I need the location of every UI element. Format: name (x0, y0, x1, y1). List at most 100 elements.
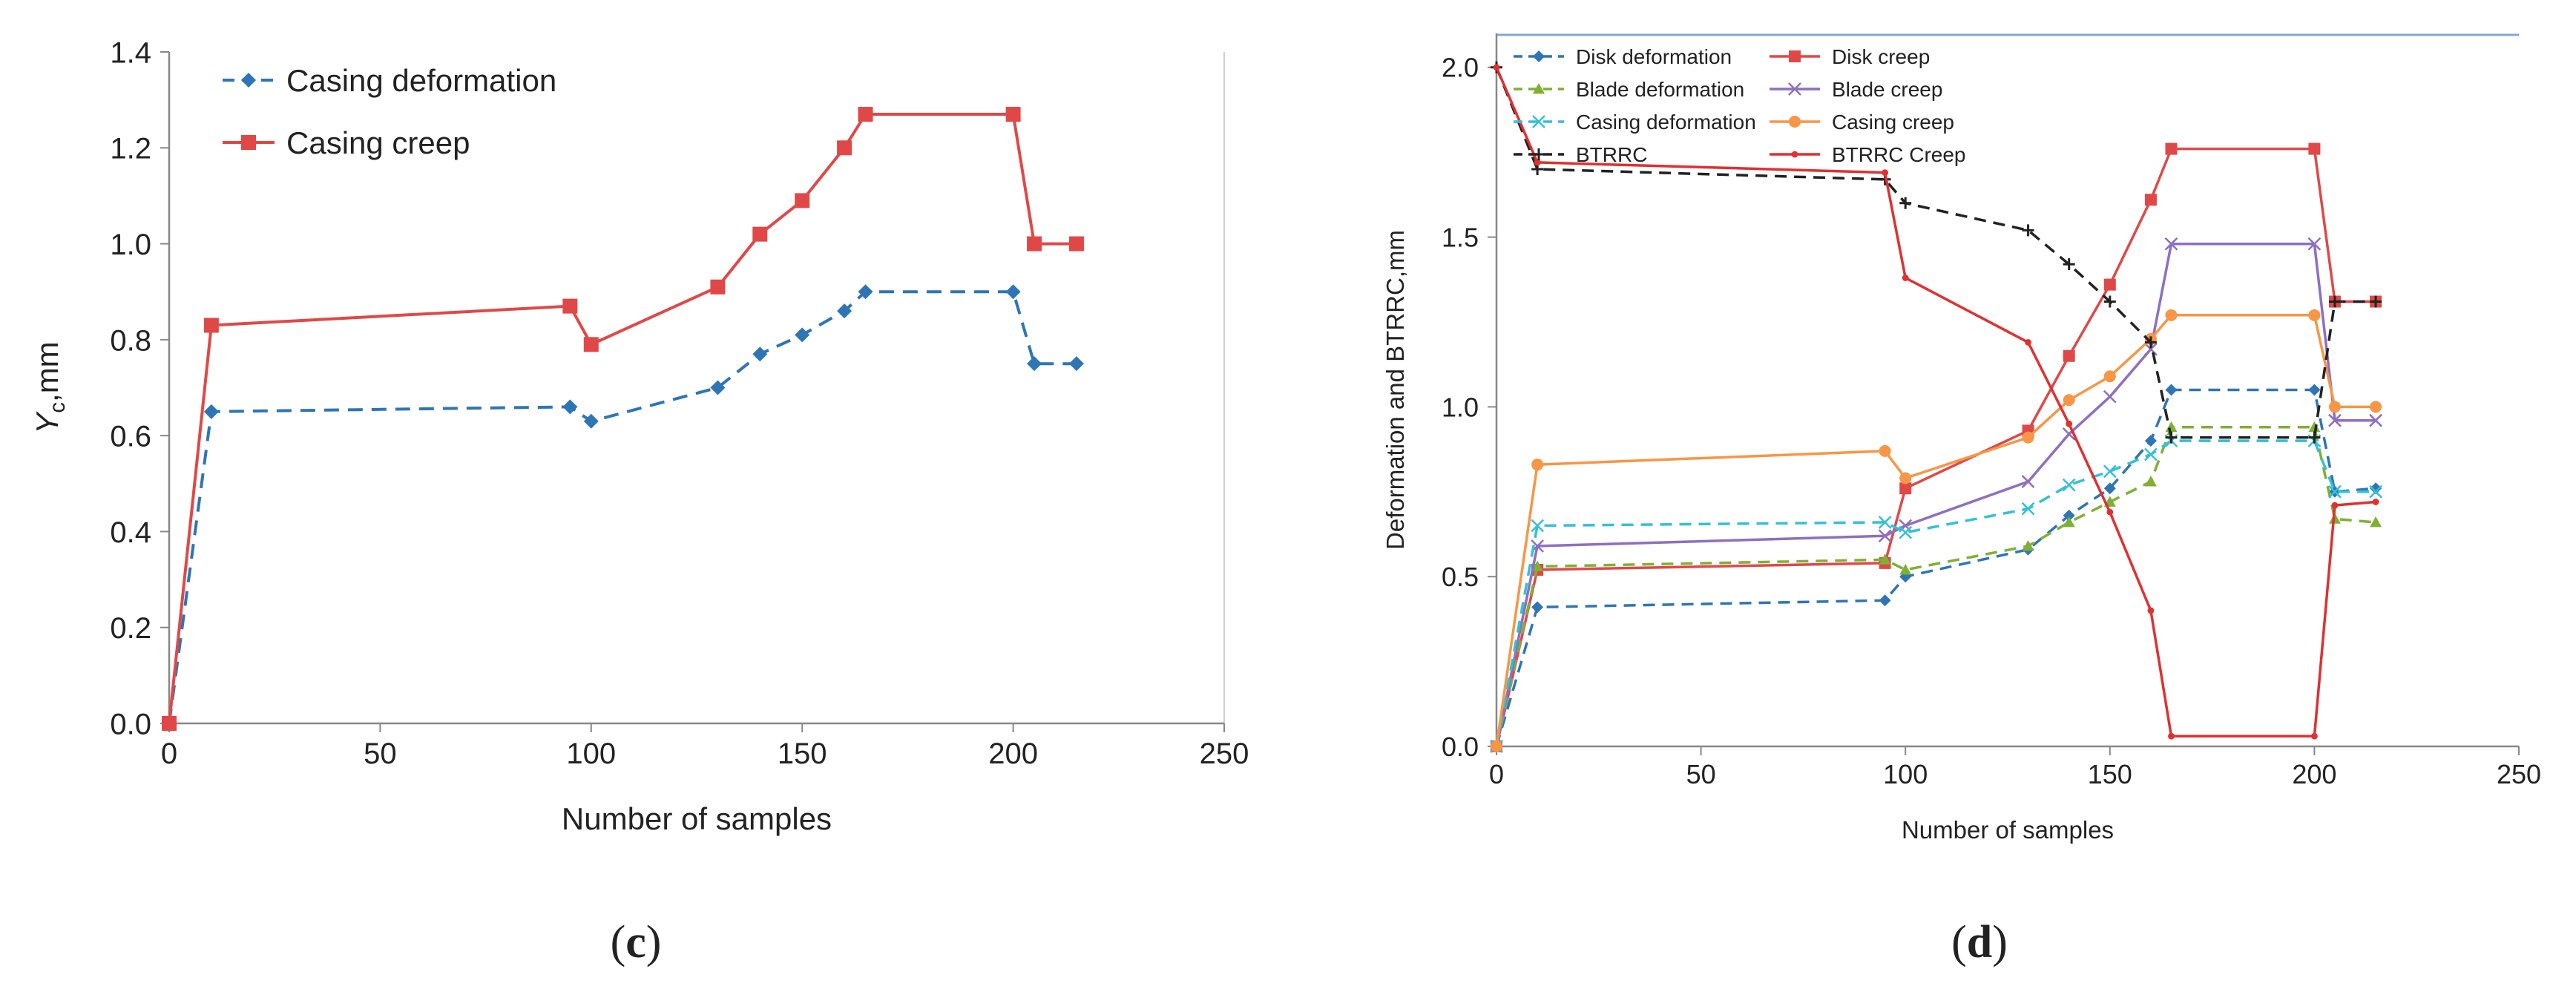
data-point-disk-deformation (2370, 482, 2382, 495)
data-point-casing-creep (1005, 107, 1021, 122)
legend-label-casing-deformation: Casing deformation (286, 63, 556, 98)
y-tick-label: 1.4 (110, 36, 151, 69)
data-point-casing-deformation (2103, 464, 2117, 479)
data-point-blade-creep (2307, 237, 2322, 251)
legend-label-casing-deformation: Casing deformation (1576, 111, 1756, 134)
data-point-casing-creep (2328, 401, 2341, 413)
data-point-casing-deformation (710, 380, 726, 395)
data-point-disk-deformation (2308, 384, 2321, 396)
data-point-disk-creep (2144, 194, 2157, 206)
data-point-casing-creep (562, 298, 578, 314)
series-line-btrrc (1495, 67, 2376, 439)
x-tick-label: 200 (988, 737, 1038, 770)
data-point-casing-deformation (562, 399, 578, 415)
legend-marker-casing-creep (241, 135, 256, 150)
data-point-blade-deformation (2370, 516, 2382, 528)
data-point-blade-deformation (2063, 516, 2075, 528)
data-point-casing-creep (1899, 472, 1912, 484)
series-btrrc-creep (1493, 64, 2379, 740)
legend: Casing deformation Casing creep (223, 63, 556, 160)
data-point-casing-deformation (2144, 447, 2158, 461)
data-point-btrrc-creep (1902, 275, 1909, 281)
data-point-blade-deformation (1879, 553, 1891, 565)
legend-marker-btrrc (1533, 148, 1545, 160)
data-point-casing-deformation (583, 413, 599, 429)
data-point-btrrc (2103, 295, 2116, 308)
data-point-casing-deformation (2328, 484, 2342, 499)
data-point-casing-creep (752, 226, 768, 242)
data-point-disk-deformation (2165, 384, 2178, 396)
y-axis-label: Deformation and BTRRC,mm (1381, 230, 1409, 550)
y-tick-label: 1.5 (1442, 223, 1479, 253)
data-point-btrrc (2308, 431, 2321, 444)
legend-marker-blade-deformation (1533, 83, 1545, 94)
data-point-btrrc-creep (1534, 159, 1541, 166)
legend-marker-disk-deformation (1533, 50, 1545, 62)
data-point-casing-deformation (203, 404, 219, 419)
data-point-casing-deformation (1005, 284, 1021, 300)
data-point-casing-creep (795, 193, 810, 208)
x-tick-label: 200 (2292, 759, 2336, 789)
data-point-casing-deformation (837, 303, 852, 319)
y-tick-label: 0.8 (110, 324, 151, 357)
series-line-casing-deformation (168, 290, 1077, 724)
x-tick-label: 100 (1883, 759, 1928, 789)
chart-d: 0 50 100 150 200 250 0.0 0.5 1.0 1.5 2.0 Number of … (1381, 33, 2541, 844)
y-tick-label: 0.4 (110, 516, 151, 549)
x-tick-label: 150 (778, 737, 827, 770)
data-point-blade-deformation (2308, 421, 2321, 433)
x-tick-label: 150 (2088, 759, 2132, 789)
series-line-blade-deformation (1495, 426, 2376, 747)
data-point-casing-creep (2022, 431, 2034, 444)
y-tick-label: 0.2 (110, 612, 151, 645)
data-point-btrrc-creep (2025, 339, 2031, 346)
x-tick-label: 250 (1200, 737, 1249, 770)
data-point-btrrc-creep (1493, 64, 1500, 71)
legend-marker-btrrc-creep (1791, 151, 1798, 158)
data-point-casing-creep (2308, 309, 2321, 321)
data-point-casing-deformation (1878, 516, 1892, 529)
series-btrrc (1491, 61, 2382, 444)
legend-marker-casing-deformation (1532, 115, 1545, 128)
y-axis-label-sub: c (45, 402, 70, 413)
data-point-btrrc-creep (1882, 169, 1889, 177)
legend-marker-casing-deformation (241, 73, 256, 88)
data-point-blade-creep (2369, 413, 2382, 427)
legend-label-btrrc: BTRRC (1576, 143, 1647, 166)
data-point-casing-deformation (2369, 484, 2382, 499)
panel-label-d: (d) (1951, 917, 2008, 967)
data-point-disk-creep (1899, 482, 1912, 495)
data-point-btrrc (1899, 197, 1912, 209)
series-casing-creep (1491, 309, 2382, 752)
data-point-disk-creep (2103, 278, 2116, 291)
legend-label-blade-deformation: Blade deformation (1576, 78, 1744, 101)
data-point-btrrc (2022, 224, 2034, 237)
data-point-blade-deformation (1899, 564, 1912, 575)
data-point-btrrc (2328, 295, 2341, 308)
data-point-btrrc-creep (2311, 732, 2318, 740)
data-point-casing-creep (1027, 236, 1042, 252)
data-point-blade-creep (2328, 413, 2342, 427)
data-point-casing-deformation (752, 346, 768, 362)
data-point-casing-creep (2103, 370, 2116, 383)
data-point-disk-deformation (2144, 435, 2157, 447)
data-point-blade-deformation (1531, 560, 1544, 571)
y-tick-label: 0.6 (110, 421, 151, 453)
chart-c: 0 50 100 150 200 250 0.0 0.2 0.4 0.6 0.8 1.0 1.2 1.4 N… (30, 36, 1249, 836)
data-point-disk-deformation (2063, 509, 2075, 522)
data-point-casing-creep (1531, 459, 1544, 471)
y-tick-label: 0.0 (110, 708, 151, 740)
series-disk-creep (1491, 142, 2382, 752)
x-tick-label: 50 (1686, 759, 1716, 789)
data-point-blade-creep (2144, 342, 2158, 356)
data-point-btrrc (2165, 431, 2178, 444)
data-point-blade-creep (1878, 529, 1892, 543)
data-point-blade-creep (2103, 390, 2117, 404)
data-point-blade-deformation (2165, 421, 2178, 433)
series-blade-deformation (1491, 421, 2382, 752)
legend-label-disk-deformation: Disk deformation (1576, 45, 1732, 68)
series-line-disk-creep (1495, 147, 2376, 747)
data-point-casing-deformation (1068, 356, 1084, 372)
data-point-blade-creep (2164, 237, 2178, 251)
y-axis-label-suffix: ,mm (30, 341, 65, 402)
